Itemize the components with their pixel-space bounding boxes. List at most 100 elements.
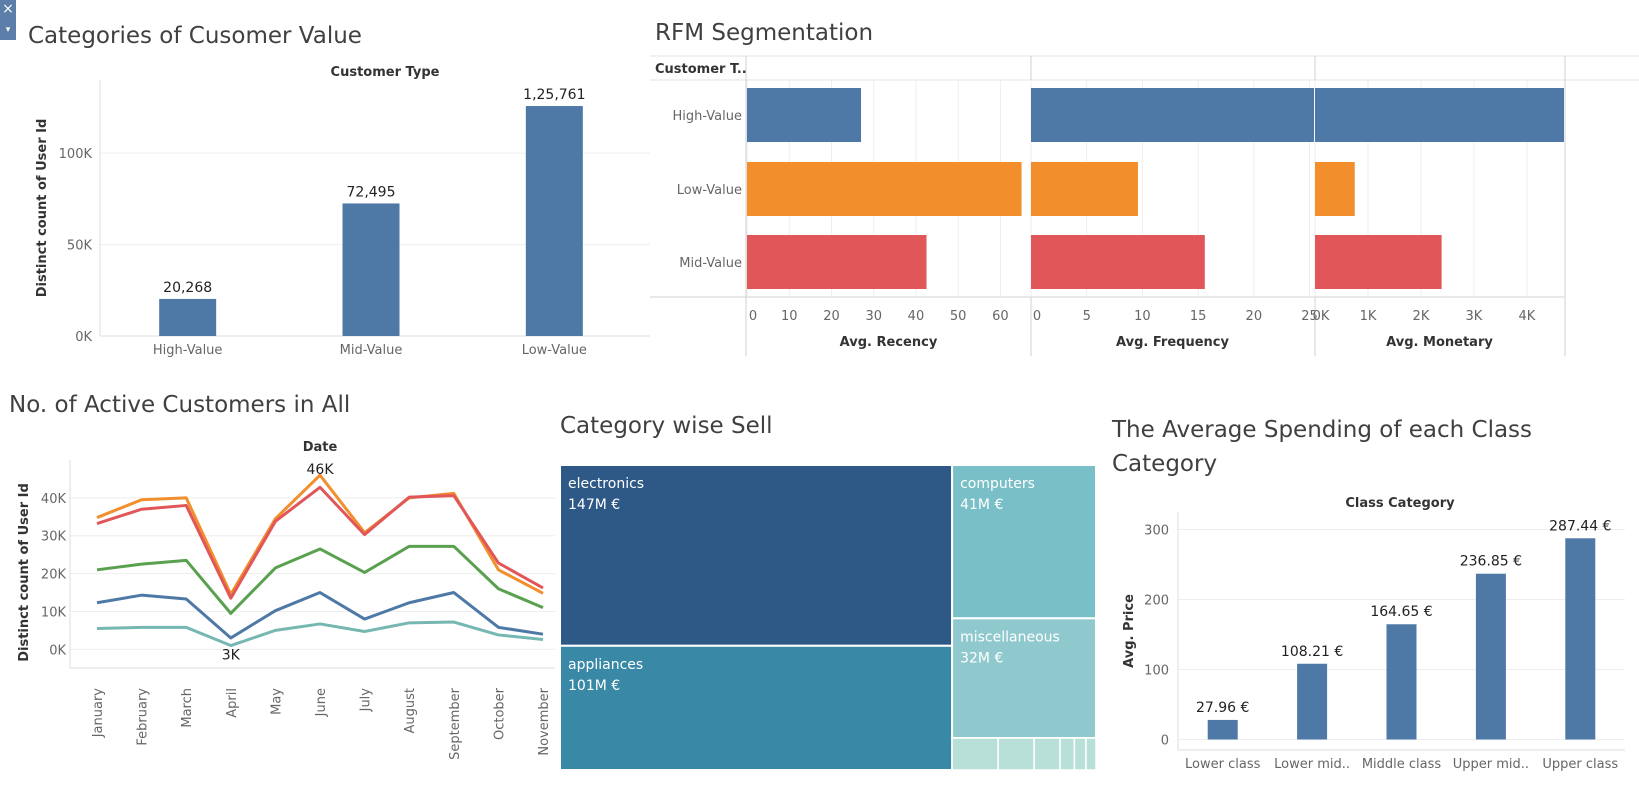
x-tick-label: Upper class [1542, 757, 1618, 772]
x-axis-label: Avg. Recency [840, 335, 938, 350]
treemap-minor-cell [1073, 737, 1087, 771]
treemap-minor-cell [1085, 737, 1097, 771]
annotation-label: 3K [222, 648, 241, 664]
y-axis-label: Avg. Price [1122, 594, 1137, 668]
treemap-cell-electronics [559, 464, 954, 647]
bar-avg-recency-low-value [747, 162, 1022, 216]
bar-avg-frequency-mid-value [1031, 235, 1205, 289]
data-label: 72,495 [347, 184, 396, 200]
data-label: 236.85 € [1460, 554, 1522, 570]
y-axis-label: Distinct count of User Id [17, 483, 32, 662]
bar-avg-frequency-high-value [1031, 88, 1314, 142]
bar-avg-monetary-high-value [1315, 88, 1564, 142]
x-tick-label: September [448, 687, 463, 760]
y-tick-label: Low-Value [677, 183, 742, 198]
chart-title: The Average Spending of each Class [1111, 417, 1532, 443]
row-header: Customer T.. [655, 62, 747, 77]
bar-class-1 [1297, 663, 1328, 740]
treemap-cell-computers [951, 464, 1097, 620]
y-tick-label: 20K [41, 568, 67, 583]
data-label: 164.65 € [1370, 604, 1432, 620]
treemap-minor-cell [1033, 737, 1061, 771]
series-line-4 [96, 620, 544, 648]
x-tick-label: 10 [1134, 309, 1151, 324]
x-tick-label: January [91, 688, 106, 739]
data-label: 27.96 € [1196, 700, 1249, 716]
data-label: 287.44 € [1549, 518, 1611, 534]
x-tick-label: Mid-Value [340, 343, 403, 358]
x-tick-label: 4K [1519, 309, 1536, 324]
x-tick-label: 60 [992, 309, 1009, 324]
x-tick-label: August [403, 688, 418, 734]
chart-title: Category [1112, 451, 1217, 477]
treemap-cell-label: electronics [568, 476, 644, 492]
series-line-3 [96, 591, 544, 640]
x-tick-label: Upper mid.. [1453, 757, 1529, 772]
y-tick-label: 30K [41, 530, 67, 545]
data-label: 1,25,761 [523, 87, 585, 103]
y-tick-label: 0 [1161, 734, 1169, 749]
x-tick-label: October [492, 687, 507, 740]
bar-avg-monetary-mid-value [1315, 235, 1442, 289]
treemap-minor-cell [951, 737, 999, 771]
treemap-cell-value: 41M € [960, 497, 1003, 513]
x-tick-label: November [537, 687, 552, 755]
x-axis-label: Avg. Monetary [1386, 335, 1493, 350]
x-tick-label: March [180, 688, 195, 728]
y-tick-label: 300 [1144, 524, 1169, 539]
treemap-cell-value: 32M € [960, 650, 1003, 666]
x-tick-label: 40 [908, 309, 925, 324]
y-tick-label: 40K [41, 492, 67, 507]
x-tick-label: 0 [1033, 309, 1041, 324]
x-tick-label: 3K [1466, 309, 1483, 324]
x-tick-label: 0 [749, 309, 757, 324]
x-tick-label: 5 [1083, 309, 1091, 324]
y-tick-label: 0K [75, 330, 92, 345]
x-tick-label: Lower class [1185, 757, 1261, 772]
treemap-cell-value: 147M € [568, 497, 620, 513]
chart-title: Category wise Sell [560, 413, 773, 439]
close-icon[interactable]: × [2, 1, 14, 17]
column-header: Customer Type [331, 65, 440, 80]
y-tick-label: 0K [49, 643, 66, 658]
dropdown-icon[interactable]: ▾ [5, 25, 11, 35]
x-tick-label: February [136, 688, 151, 746]
dashboard-control[interactable]: × ▾ [0, 0, 16, 40]
series-line-0 [96, 473, 544, 596]
chart-title: RFM Segmentation [655, 20, 873, 46]
bar-class-3 [1475, 573, 1506, 740]
bar-class-0 [1207, 719, 1238, 740]
treemap-cell-value: 101M € [568, 678, 620, 694]
x-tick-label: 1K [1360, 309, 1377, 324]
series-line-2 [96, 544, 544, 615]
x-tick-label: June [314, 688, 329, 717]
treemap-cell-miscellaneous [951, 617, 1097, 740]
bar-class-4 [1565, 538, 1596, 740]
x-tick-label: April [225, 688, 240, 718]
y-tick-label: 10K [41, 605, 67, 620]
annotation-label: 46K [307, 462, 335, 478]
x-tick-label: 15 [1190, 309, 1207, 324]
chart-title: Categories of Cusomer Value [28, 23, 362, 49]
y-tick-label: 100K [59, 147, 93, 162]
x-tick-label: 20 [823, 309, 840, 324]
x-tick-label: 20 [1246, 309, 1263, 324]
y-axis-label: Distinct count of User Id [35, 119, 50, 298]
y-tick-label: 200 [1144, 594, 1169, 609]
x-tick-label: 25 [1301, 309, 1318, 324]
x-tick-label: 50 [950, 309, 967, 324]
x-tick-label: Low-Value [522, 343, 587, 358]
bar-class-2 [1386, 624, 1417, 740]
y-tick-label: 100 [1144, 664, 1169, 679]
x-tick-label: 0K [1313, 309, 1330, 324]
bar-mid-value [342, 203, 400, 336]
treemap-cell-label: computers [960, 476, 1035, 492]
treemap-cell-label: appliances [568, 657, 643, 673]
bar-avg-recency-mid-value [747, 235, 927, 289]
treemap-cell-label: miscellaneous [960, 629, 1060, 645]
x-tick-label: 30 [865, 309, 882, 324]
data-label: 20,268 [163, 280, 212, 296]
bar-avg-monetary-low-value [1315, 162, 1355, 216]
treemap-minor-cell [1059, 737, 1076, 771]
